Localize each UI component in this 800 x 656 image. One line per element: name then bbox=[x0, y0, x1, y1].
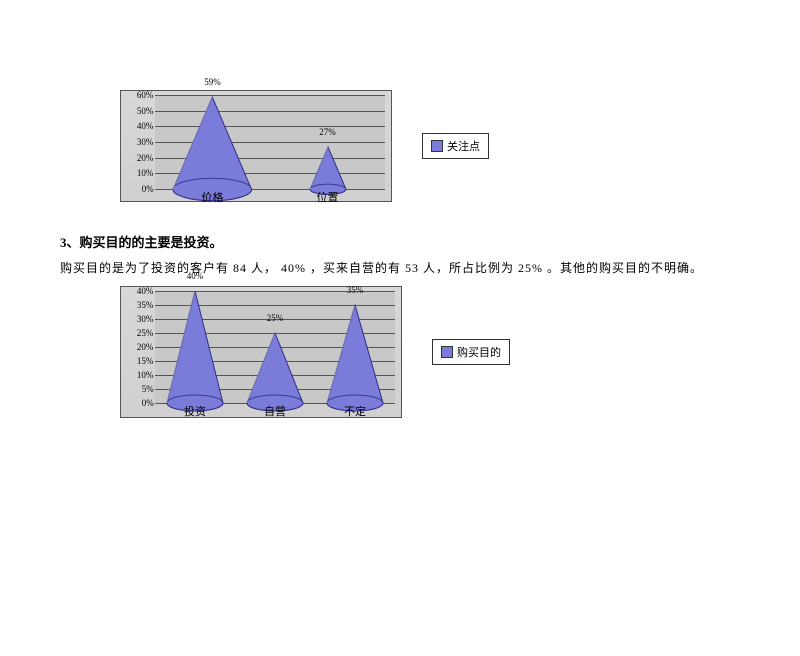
y-tick: 30% bbox=[137, 137, 154, 147]
legend-swatch bbox=[431, 140, 443, 152]
value-label: 35% bbox=[347, 285, 364, 295]
cone-bar bbox=[327, 305, 383, 403]
y-tick: 0% bbox=[142, 398, 154, 408]
cone-bar bbox=[247, 333, 303, 403]
x-tick: 位置 bbox=[317, 189, 339, 205]
chart-purpose: 0%5%10%15%20%25%30%35%40% 40%投资 25%自营 35… bbox=[120, 286, 740, 418]
value-label: 25% bbox=[267, 313, 284, 323]
x-tick: 价格 bbox=[202, 189, 224, 205]
x-tick: 自营 bbox=[264, 403, 286, 419]
legend-label: 购买目的 bbox=[457, 344, 501, 360]
value-label: 40% bbox=[187, 271, 204, 281]
x-tick: 投资 bbox=[184, 403, 206, 419]
legend-swatch bbox=[441, 346, 453, 358]
y-tick: 50% bbox=[137, 106, 154, 116]
y-tick: 20% bbox=[137, 153, 154, 163]
y-tick: 15% bbox=[137, 356, 154, 366]
y-tick: 5% bbox=[142, 384, 154, 394]
y-tick: 60% bbox=[137, 90, 154, 100]
y-tick: 10% bbox=[137, 168, 154, 178]
chart-focus-box: 0%10%20%30%40%50%60% 59%价格 27%位置 bbox=[120, 90, 392, 202]
y-tick: 0% bbox=[142, 184, 154, 194]
y-tick: 40% bbox=[137, 121, 154, 131]
chart-purpose-box: 0%5%10%15%20%25%30%35%40% 40%投资 25%自营 35… bbox=[120, 286, 402, 418]
y-tick: 20% bbox=[137, 342, 154, 352]
y-tick: 40% bbox=[137, 286, 154, 296]
y-tick: 25% bbox=[137, 328, 154, 338]
chart-purpose-legend: 购买目的 bbox=[432, 339, 510, 365]
cone-bar bbox=[167, 291, 223, 403]
cone-bar bbox=[310, 147, 346, 189]
section-heading: 3、购买目的的主要是投资。 bbox=[60, 232, 740, 251]
legend-label: 关注点 bbox=[447, 138, 480, 154]
y-tick: 30% bbox=[137, 314, 154, 324]
cone-bar bbox=[173, 97, 252, 189]
chart-focus: 0%10%20%30%40%50%60% 59%价格 27%位置 关注点 bbox=[120, 90, 740, 202]
x-tick: 不定 bbox=[344, 403, 366, 419]
y-tick: 10% bbox=[137, 370, 154, 380]
y-tick: 35% bbox=[137, 300, 154, 310]
chart-focus-legend: 关注点 bbox=[422, 133, 489, 159]
value-label: 59% bbox=[204, 77, 221, 87]
value-label: 27% bbox=[319, 127, 336, 137]
section-paragraph: 购买目的是为了投资的客户有 84 人， 40% ，买来自营的有 53 人，所占比… bbox=[60, 259, 740, 276]
